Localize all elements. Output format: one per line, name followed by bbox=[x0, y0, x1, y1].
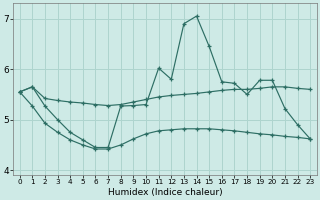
X-axis label: Humidex (Indice chaleur): Humidex (Indice chaleur) bbox=[108, 188, 222, 197]
